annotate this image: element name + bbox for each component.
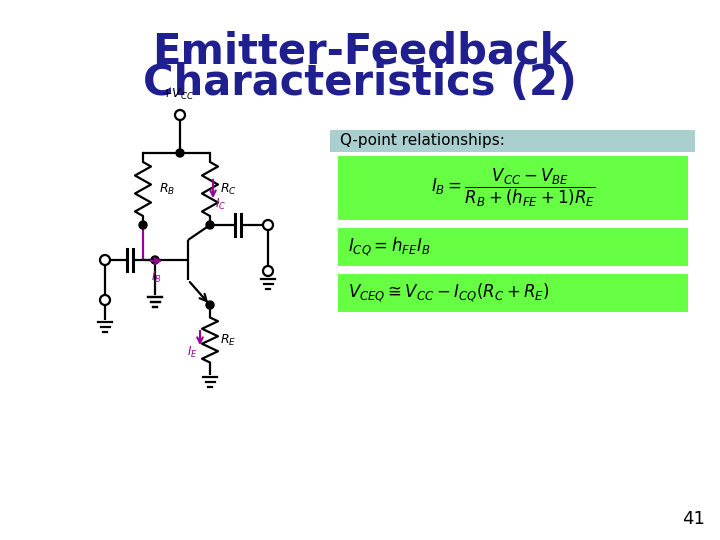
Circle shape (206, 301, 214, 309)
Circle shape (175, 110, 185, 120)
Bar (338, 228, 688, 266)
Text: Characteristics (2): Characteristics (2) (143, 62, 577, 104)
Text: $I_C$: $I_C$ (215, 197, 226, 212)
Text: 41: 41 (682, 510, 705, 528)
Text: Q-point relationships:: Q-point relationships: (340, 133, 505, 148)
Circle shape (100, 295, 110, 305)
Text: $I_B = \dfrac{V_{CC} - V_{BE}}{R_B + (h_{FE} + 1)R_E}$: $I_B = \dfrac{V_{CC} - V_{BE}}{R_B + (h_… (431, 167, 595, 209)
Circle shape (206, 221, 214, 229)
Bar (330, 130, 695, 152)
Text: $R_C$: $R_C$ (220, 181, 237, 197)
Text: $V_{CEQ} \cong V_{CC} - I_{CQ}(R_C + R_E)$: $V_{CEQ} \cong V_{CC} - I_{CQ}(R_C + R_E… (348, 282, 549, 305)
Text: $I_{CQ} = h_{FE} I_B$: $I_{CQ} = h_{FE} I_B$ (348, 235, 431, 258)
Text: $R_E$: $R_E$ (220, 333, 236, 348)
Circle shape (263, 266, 273, 276)
Bar (338, 274, 688, 312)
Circle shape (263, 220, 273, 230)
Circle shape (151, 256, 159, 264)
Circle shape (100, 255, 110, 265)
Text: $I_E$: $I_E$ (187, 345, 198, 360)
Text: $+V_{CC}$: $+V_{CC}$ (161, 87, 194, 102)
Text: $R_B$: $R_B$ (159, 181, 175, 197)
Bar (338, 156, 688, 220)
Circle shape (139, 221, 147, 229)
Text: Emitter-Feedback: Emitter-Feedback (153, 30, 567, 72)
Text: $I_B$: $I_B$ (151, 270, 162, 285)
Circle shape (176, 149, 184, 157)
